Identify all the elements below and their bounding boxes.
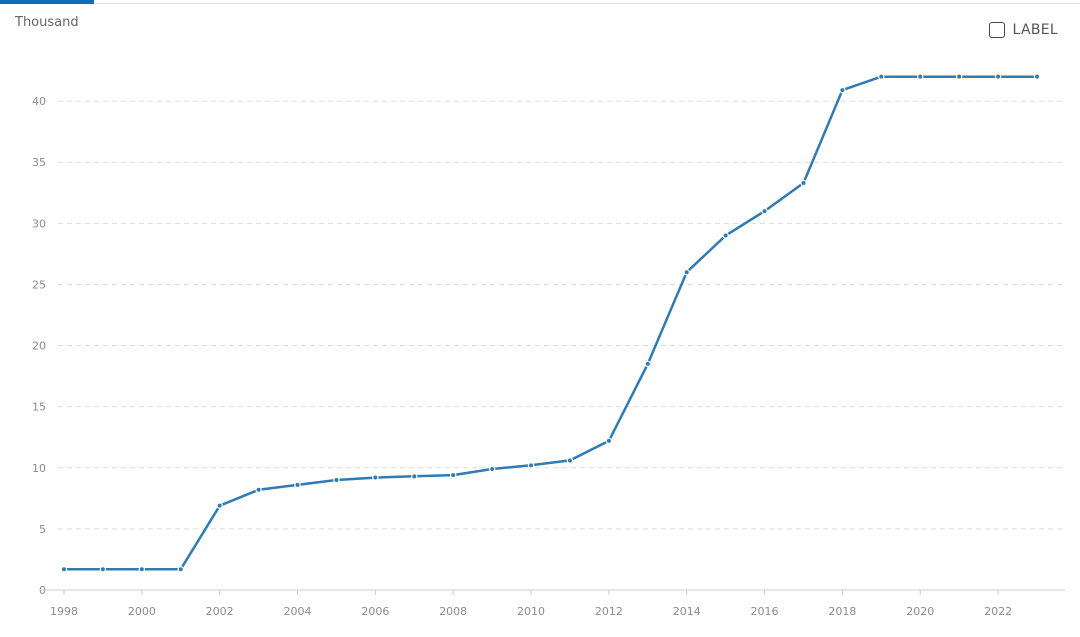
- data-point[interactable]: [566, 457, 574, 464]
- x-tick-label: 2004: [284, 605, 312, 618]
- data-point[interactable]: [255, 486, 262, 493]
- series-group: [60, 73, 1041, 573]
- x-tick-label: 2020: [906, 605, 934, 618]
- series-line: [62, 75, 1039, 571]
- active-tab-indicator: [0, 0, 94, 4]
- data-point[interactable]: [878, 73, 885, 80]
- data-point[interactable]: [839, 86, 846, 94]
- data-point[interactable]: [527, 462, 535, 469]
- y-tick-label: 35: [32, 156, 46, 169]
- data-point[interactable]: [955, 73, 963, 80]
- data-point[interactable]: [683, 269, 690, 276]
- data-point[interactable]: [800, 179, 807, 187]
- top-rule: [0, 0, 1080, 4]
- y-tick-label: 30: [32, 217, 46, 230]
- x-tick-label: 2006: [361, 605, 389, 618]
- data-point[interactable]: [605, 437, 613, 445]
- data-point[interactable]: [333, 476, 340, 484]
- y-axis-ticks: 0510152025303540: [32, 95, 46, 597]
- data-point[interactable]: [450, 471, 457, 479]
- data-point[interactable]: [138, 566, 146, 573]
- label-checkbox[interactable]: [988, 22, 1005, 38]
- label-toggle[interactable]: LABEL: [988, 22, 1058, 38]
- data-point[interactable]: [1033, 73, 1041, 80]
- data-point[interactable]: [411, 473, 418, 480]
- data-point[interactable]: [216, 502, 223, 509]
- x-tick-label: 2008: [439, 605, 467, 618]
- data-point[interactable]: [644, 360, 652, 368]
- y-tick-label: 40: [32, 95, 46, 108]
- data-point[interactable]: [99, 566, 107, 573]
- data-point[interactable]: [60, 566, 68, 573]
- y-tick-label: 10: [32, 462, 46, 475]
- data-point[interactable]: [761, 207, 768, 215]
- x-tick-label: 2022: [984, 605, 1012, 618]
- data-point[interactable]: [722, 232, 729, 239]
- data-point[interactable]: [994, 73, 1002, 80]
- y-axis-unit-label: Thousand: [15, 15, 79, 30]
- data-point[interactable]: [177, 566, 184, 573]
- gridlines: [58, 100, 1065, 530]
- x-tick-label: 1998: [50, 605, 78, 618]
- x-tick-label: 2012: [595, 605, 623, 618]
- y-tick-label: 25: [32, 278, 46, 291]
- data-point[interactable]: [294, 481, 301, 489]
- x-tick-label: 2002: [206, 605, 234, 618]
- x-axis: 1998 2000 2002 2004 2006 2008 2010 2012 2014 2016…: [40, 589, 1065, 618]
- data-point[interactable]: [488, 465, 496, 473]
- y-tick-label: 20: [32, 340, 46, 353]
- label-toggle-text: LABEL: [1012, 22, 1058, 38]
- x-tick-label: 2018: [828, 605, 856, 618]
- y-tick-label: 5: [39, 523, 46, 536]
- data-point[interactable]: [372, 474, 379, 481]
- data-point[interactable]: [917, 73, 924, 80]
- y-tick-label: 15: [32, 401, 46, 414]
- x-tick-label: 2014: [673, 605, 701, 618]
- x-tick-label: 2016: [751, 605, 779, 618]
- x-tick-label: 2010: [517, 605, 545, 618]
- x-tick-label: 2000: [128, 605, 156, 618]
